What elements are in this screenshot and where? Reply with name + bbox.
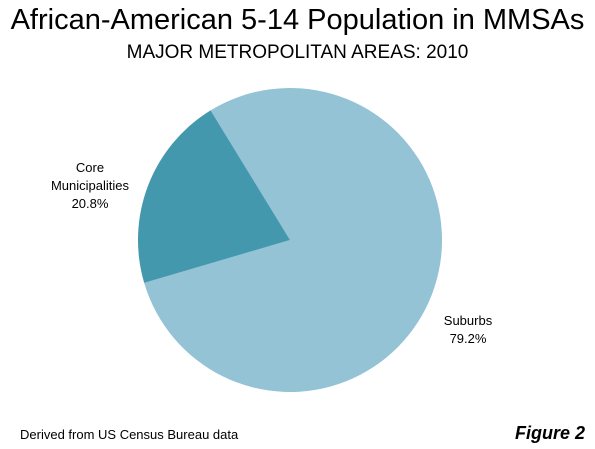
pie-slice bbox=[138, 110, 290, 283]
figure-label: Figure 2 bbox=[514, 423, 585, 443]
source-note: Derived from US Census Bureau data bbox=[20, 427, 239, 442]
slice-label: Core Municipalities 20.8% bbox=[51, 160, 130, 211]
chart-subtitle: MAJOR METROPOLITAN AREAS: 2010 bbox=[126, 42, 469, 63]
pie-slice bbox=[144, 87, 443, 392]
slice-label: Suburbs 79.2% bbox=[444, 313, 493, 346]
chart-title: African-American 5-14 Population in MMSA… bbox=[10, 4, 585, 36]
